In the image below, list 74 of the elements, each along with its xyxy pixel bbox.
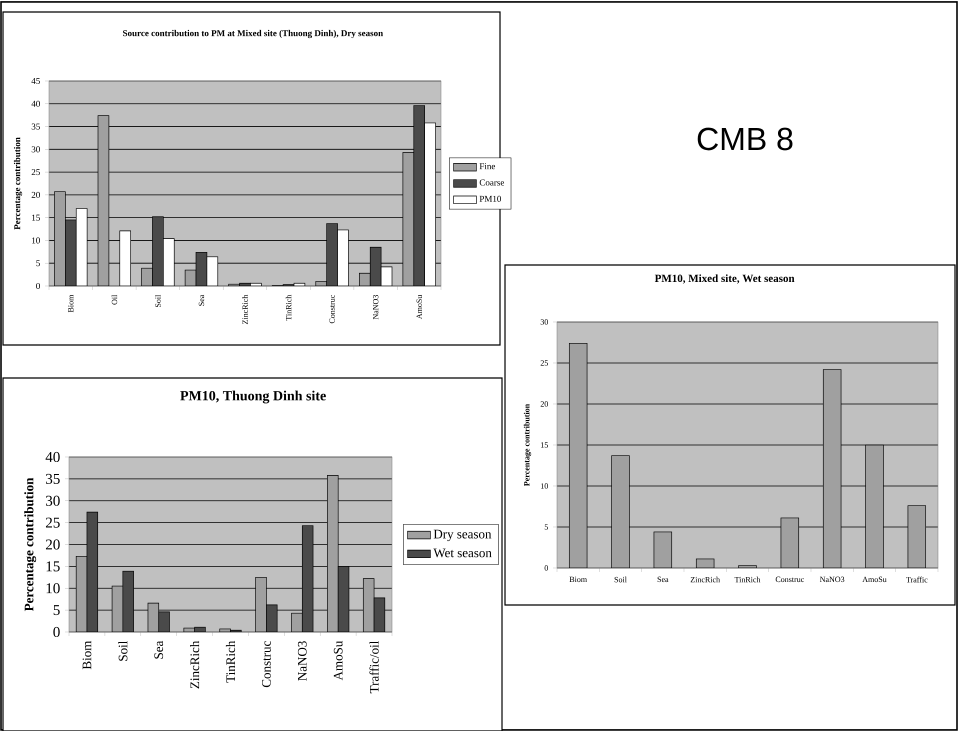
x-tick-label: AmoSu xyxy=(334,640,343,680)
text: CMB 8 xyxy=(698,128,792,150)
y-tick-label: 30 xyxy=(32,146,40,152)
y-tick-label: 20 xyxy=(540,401,548,407)
y-tick-label: 30 xyxy=(46,496,60,506)
y-tick-label: 15 xyxy=(46,561,60,572)
chart-title: PM10, Thuong Dinh site xyxy=(180,390,326,404)
legend-label: Wet season xyxy=(433,548,492,558)
chart-title: PM10, Mixed site, Wet season xyxy=(654,274,794,284)
y-axis-title: Percentage contribution xyxy=(24,478,36,612)
legend-label: PM10 xyxy=(480,196,502,202)
y-tick-label: 10 xyxy=(541,483,548,489)
x-tick-label: Traffic/oil xyxy=(369,640,379,694)
y-tick-label: 0 xyxy=(544,565,548,571)
y-axis-title: Percentage contribution xyxy=(524,404,532,486)
y-tick-label: 5 xyxy=(544,524,548,530)
x-tick-label: Traffic xyxy=(906,576,928,582)
y-tick-label: 35 xyxy=(32,124,40,130)
x-tick-label: ZincRich xyxy=(690,576,720,582)
y-tick-label: 5 xyxy=(36,260,40,266)
x-tick-label: Oil xyxy=(112,294,118,305)
x-tick-label: Sea xyxy=(154,640,164,659)
x-tick-label: Biom xyxy=(570,576,587,582)
legend-label: Coarse xyxy=(480,179,504,186)
bar xyxy=(255,576,267,632)
x-tick-label: TinRich xyxy=(286,294,292,320)
y-tick-label: 15 xyxy=(32,214,40,221)
x-tick-label: AmoSu xyxy=(416,294,422,320)
y-tick-label: 0 xyxy=(36,282,40,290)
y-tick-label: 25 xyxy=(46,518,60,528)
bar xyxy=(654,532,672,568)
x-tick-label: AmoSu xyxy=(862,576,887,582)
y-tick-label: 0 xyxy=(53,626,60,638)
x-tick-label: Biom xyxy=(68,294,74,312)
x-tick-label: TinRich xyxy=(734,576,760,582)
y-tick-label: 40 xyxy=(46,452,60,462)
legend-label: Dry season xyxy=(434,530,492,542)
bar xyxy=(696,558,714,568)
x-tick-label: NaNO3 xyxy=(298,641,307,681)
y-tick-label: 40 xyxy=(31,100,40,107)
bar xyxy=(738,565,757,568)
x-tick-label: TinRich xyxy=(226,640,236,683)
x-tick-label: Soil xyxy=(614,576,627,582)
y-tick-label: 25 xyxy=(32,169,40,176)
chart-title: Source contribution to PM at Mixed site (Thuong Dinh), Dry season xyxy=(123,30,383,38)
x-tick-label: Construc xyxy=(776,576,804,582)
bar xyxy=(76,556,88,632)
y-tick-label: 20 xyxy=(32,192,40,198)
bar xyxy=(327,475,339,632)
x-tick-label: ZincRich xyxy=(190,640,200,688)
x-tick-label: Sea xyxy=(658,576,669,582)
y-tick-label: 30 xyxy=(540,319,548,325)
legend-label: Fine xyxy=(480,163,496,170)
x-tick-label: Soil xyxy=(155,294,161,308)
x-tick-label: Soil xyxy=(118,640,128,661)
y-tick-label: 25 xyxy=(540,360,548,366)
y-tick-label: 10 xyxy=(46,583,60,594)
y-tick-label: 35 xyxy=(46,474,60,484)
x-tick-label: ZincRich xyxy=(242,294,248,324)
y-tick-label: 5 xyxy=(54,605,60,616)
x-tick-label: Construc xyxy=(329,294,335,324)
x-tick-label: Construc xyxy=(262,641,271,688)
bar xyxy=(362,578,374,632)
x-tick-label: Sea xyxy=(198,294,204,306)
y-tick-label: 45 xyxy=(31,78,40,84)
y-tick-label: 15 xyxy=(541,442,548,448)
y-tick-label: 10 xyxy=(32,237,40,244)
y-axis-title: Percentage contribution xyxy=(14,137,22,230)
y-tick-label: 20 xyxy=(46,539,60,550)
x-tick-label: Biom xyxy=(82,640,92,670)
bar xyxy=(112,586,124,632)
x-tick-label: NaNO3 xyxy=(820,576,844,582)
x-tick-label: NaNO3 xyxy=(372,295,378,320)
bar xyxy=(148,602,160,632)
